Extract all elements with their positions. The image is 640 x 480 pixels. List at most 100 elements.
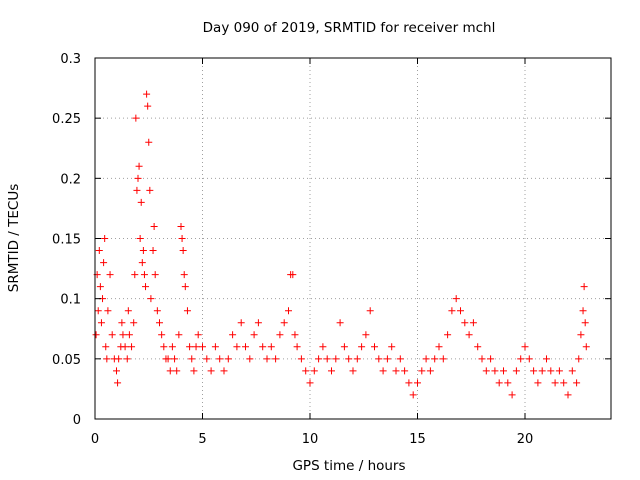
data-point: [133, 186, 141, 194]
data-point: [143, 90, 151, 98]
y-tick-label: 0.25: [52, 112, 81, 127]
data-point: [405, 379, 413, 387]
x-tick-label: 10: [302, 432, 319, 447]
data-point: [102, 343, 110, 351]
data-point: [478, 355, 486, 363]
data-point: [538, 367, 546, 375]
data-point: [259, 343, 267, 351]
x-tick-label: 15: [409, 432, 426, 447]
data-point: [108, 331, 116, 339]
data-point: [461, 319, 469, 327]
data-point: [328, 367, 335, 375]
data-point: [465, 331, 473, 339]
data-point: [134, 174, 142, 182]
data-point: [444, 331, 452, 339]
data-point: [426, 367, 434, 375]
data-point: [114, 379, 122, 387]
data-point: [220, 367, 228, 375]
data-point: [131, 271, 139, 279]
data-point: [349, 367, 357, 375]
data-point: [418, 367, 426, 375]
data-point: [388, 343, 396, 351]
data-point: [517, 355, 525, 363]
y-tick-label: 0: [73, 413, 81, 428]
data-point: [246, 355, 254, 363]
data-point: [147, 295, 155, 303]
data-point: [183, 307, 191, 315]
data-point: [94, 307, 102, 315]
data-point: [97, 319, 105, 327]
data-point: [179, 247, 187, 255]
data-point: [285, 307, 292, 315]
data-point: [128, 343, 136, 351]
data-point: [409, 391, 417, 399]
data-point: [146, 186, 154, 194]
data-point: [130, 319, 138, 327]
data-point: [144, 102, 152, 110]
y-tick-label: 0.05: [52, 353, 81, 368]
data-point: [310, 367, 318, 375]
axis-ticks: [94, 57, 611, 420]
data-point: [293, 343, 301, 351]
y-tick-label: 0.15: [52, 233, 81, 248]
y-tick-label: 0.3: [60, 52, 81, 67]
data-point: [448, 307, 456, 315]
data-point: [216, 355, 224, 363]
data-point: [123, 355, 131, 363]
data-point: [138, 259, 146, 267]
data-point: [276, 331, 284, 339]
data-point: [495, 379, 503, 387]
data-point: [150, 222, 158, 230]
data-point: [577, 331, 585, 339]
x-tick-label: 0: [91, 432, 99, 447]
data-point: [291, 331, 299, 339]
data-point: [345, 355, 353, 363]
data-point: [392, 367, 400, 375]
x-tick-label: 5: [198, 432, 206, 447]
data-point: [573, 379, 581, 387]
data-point: [543, 355, 550, 363]
data-point: [101, 235, 109, 242]
data-point: [175, 331, 183, 339]
data-point: [211, 343, 219, 351]
data-point: [135, 162, 143, 170]
grid-lines: [95, 58, 611, 419]
chart-title: Day 090 of 2019, SRMTID for receiver mch…: [203, 20, 496, 36]
data-point: [551, 379, 559, 387]
data-point: [180, 271, 188, 279]
data-point: [530, 367, 538, 375]
data-point: [568, 367, 576, 375]
data-point: [121, 343, 129, 351]
data-point: [340, 343, 348, 351]
data-point: [113, 367, 120, 375]
data-point: [92, 331, 100, 339]
data-point: [125, 331, 133, 339]
data-point: [166, 367, 174, 375]
data-point: [95, 247, 103, 255]
x-axis-label: GPS time / hours: [292, 458, 405, 474]
data-point: [564, 391, 572, 399]
data-point: [469, 319, 477, 327]
data-point: [272, 355, 280, 363]
data-point: [199, 343, 206, 351]
data-point: [371, 343, 378, 351]
data-point: [306, 379, 314, 387]
data-point: [547, 367, 555, 375]
data-point: [336, 319, 344, 327]
data-point: [358, 343, 366, 351]
data-point: [178, 235, 186, 242]
data-point: [164, 355, 172, 363]
y-tick-labels: 0 0.05 0.1 0.15 0.2 0.25 0.3: [52, 52, 81, 428]
data-point: [104, 307, 112, 315]
data-point: [582, 343, 590, 351]
data-point: [474, 343, 482, 351]
data-point: [100, 259, 108, 267]
data-point: [457, 307, 464, 315]
data-point: [168, 343, 176, 351]
data-point: [181, 283, 189, 291]
data-point: [96, 283, 104, 291]
data-point: [132, 114, 140, 122]
data-point: [375, 355, 383, 363]
data-points: [92, 90, 590, 399]
